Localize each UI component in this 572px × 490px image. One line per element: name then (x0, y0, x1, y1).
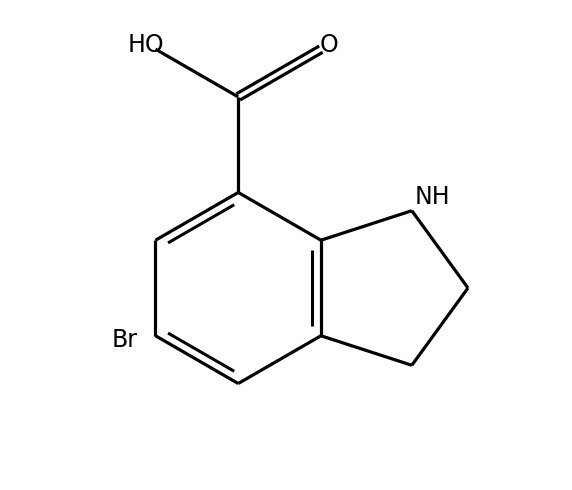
Text: O: O (319, 33, 338, 57)
Text: HO: HO (128, 33, 164, 57)
Text: Br: Br (112, 328, 138, 352)
Text: NH: NH (415, 185, 451, 209)
